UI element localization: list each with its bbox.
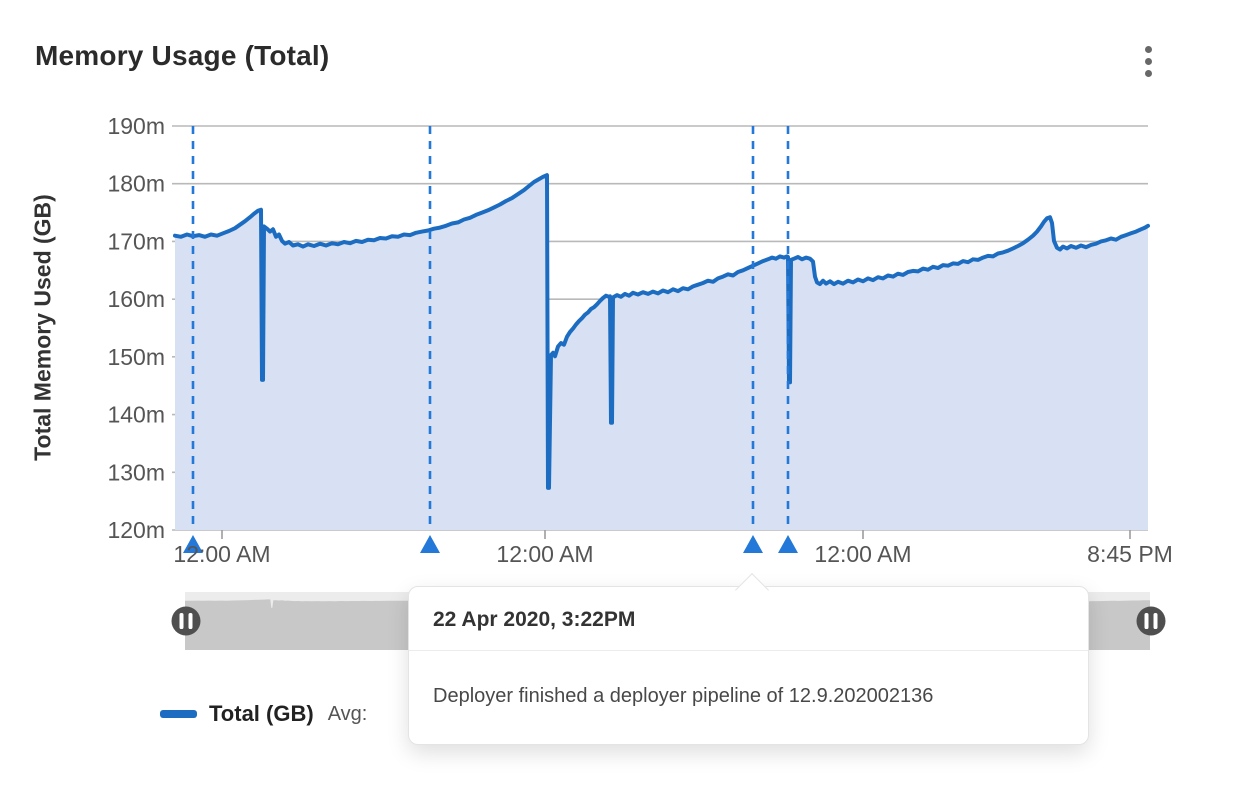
chart-title: Memory Usage (Total)	[35, 40, 330, 71]
legend-avg-label: Avg:	[327, 702, 368, 725]
brush-handle-left[interactable]	[171, 606, 201, 636]
y-tick-label: 160m	[107, 286, 165, 312]
y-tick-label: 180m	[107, 171, 165, 197]
y-tick-label: 120m	[107, 517, 165, 543]
memory-line	[173, 173, 1150, 490]
deployment-marker-triangle[interactable]	[183, 535, 203, 553]
tooltip-description: Deployer finished a deployer pipeline of…	[433, 685, 934, 707]
deployment-marker-triangle[interactable]	[778, 535, 798, 553]
memory-area	[175, 175, 1148, 530]
pause-icon-bar	[1144, 613, 1149, 629]
legend-swatch	[160, 710, 197, 718]
pause-icon-bar	[1153, 613, 1158, 629]
pause-icon-bar	[179, 613, 184, 629]
kebab-dot	[1144, 57, 1152, 65]
x-tick-label: 12:00 AM	[173, 541, 270, 567]
y-tick-label: 150m	[107, 344, 165, 370]
event-tooltip: 22 Apr 2020, 3:22PM Deployer finished a …	[408, 586, 1089, 745]
deployment-marker-triangle[interactable]	[420, 535, 440, 553]
x-tick-label: 12:00 AM	[814, 541, 911, 567]
x-tick-label: 12:00 AM	[496, 541, 593, 567]
legend-series-label: Total (GB)	[209, 701, 314, 726]
pause-icon-bar	[188, 613, 193, 629]
y-tick-label: 140m	[107, 402, 165, 428]
kebab-dot	[1144, 45, 1152, 53]
y-tick-label: 130m	[107, 459, 165, 485]
legend-item-total[interactable]: Total (GB) Avg:	[160, 701, 367, 727]
kebab-menu-icon[interactable]	[1136, 38, 1160, 84]
y-tick-label: 190m	[107, 113, 165, 139]
tooltip-datetime: 22 Apr 2020, 3:22PM	[409, 587, 1088, 651]
x-tick-label: 8:45 PM	[1087, 541, 1173, 567]
y-tick-label: 170m	[107, 228, 165, 254]
brush-handle-right[interactable]	[1136, 606, 1166, 636]
deployment-marker-triangle[interactable]	[743, 535, 763, 553]
kebab-dot	[1144, 69, 1152, 77]
